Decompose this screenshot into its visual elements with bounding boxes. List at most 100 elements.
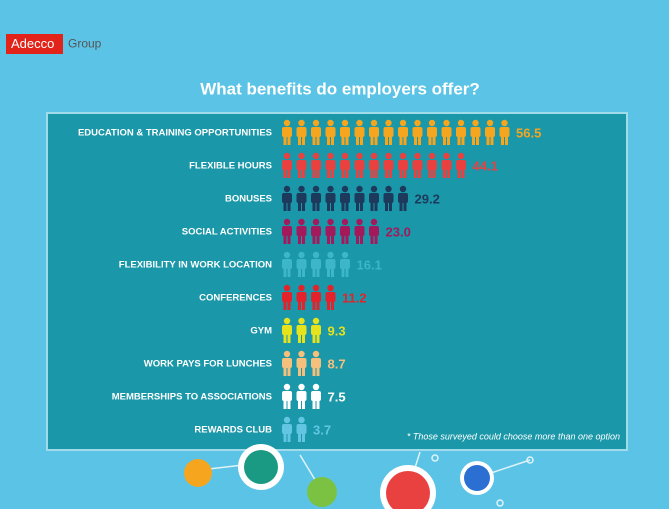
icon-head xyxy=(298,119,305,127)
icon-body xyxy=(369,226,379,236)
icon-head xyxy=(341,251,349,259)
value-label: 29.2 xyxy=(415,191,440,206)
icon-body xyxy=(296,127,307,137)
icon-leg xyxy=(403,169,407,178)
icon-head xyxy=(385,119,392,127)
icon-leg xyxy=(447,169,450,178)
icon-leg xyxy=(341,136,345,145)
icon-head xyxy=(370,119,378,127)
icon-leg xyxy=(287,367,291,376)
icon-leg xyxy=(447,136,450,145)
icon-body xyxy=(282,424,292,434)
icon-leg xyxy=(287,334,291,343)
icon-leg xyxy=(374,235,378,244)
icon-body xyxy=(282,226,292,236)
icon-leg xyxy=(341,202,345,211)
icon-leg xyxy=(287,400,291,409)
icon-leg xyxy=(414,136,417,145)
icon-row xyxy=(282,416,307,442)
icon-leg xyxy=(370,235,374,244)
chart-title: What benefits do employers offer? xyxy=(200,79,480,98)
icon-head xyxy=(428,119,436,127)
icon-leg xyxy=(316,169,320,178)
icon-body xyxy=(282,160,292,170)
icon-leg xyxy=(428,136,432,145)
icon-leg xyxy=(327,268,330,277)
icon-leg xyxy=(327,235,330,244)
category-label: REWARDS CLUB xyxy=(194,425,272,436)
icon-leg xyxy=(298,400,301,409)
icon-body xyxy=(412,127,423,137)
category-label: GYM xyxy=(250,326,272,337)
icon-row xyxy=(282,350,321,376)
icon-leg xyxy=(356,202,359,211)
icon-leg xyxy=(316,400,320,409)
icon-body xyxy=(311,391,321,401)
icon-head xyxy=(298,185,305,193)
icon-head xyxy=(356,218,363,226)
icon-body xyxy=(311,226,321,236)
icon-row xyxy=(282,152,466,178)
icon-leg xyxy=(331,268,334,277)
icon-head xyxy=(312,218,320,226)
icon-body xyxy=(311,127,321,137)
icon-leg xyxy=(298,301,301,310)
icon-leg xyxy=(283,202,287,211)
icon-leg xyxy=(356,169,359,178)
icon-leg xyxy=(316,136,320,145)
icon-leg xyxy=(418,136,421,145)
icon-head xyxy=(298,350,305,358)
icon-leg xyxy=(316,235,320,244)
icon-body xyxy=(398,193,408,203)
icon-leg xyxy=(331,136,334,145)
icon-leg xyxy=(457,136,461,145)
icon-leg xyxy=(287,268,291,277)
icon-leg xyxy=(316,301,320,310)
icon-leg xyxy=(327,202,330,211)
icon-leg xyxy=(370,136,374,145)
icon-leg xyxy=(360,169,363,178)
icon-row xyxy=(282,284,336,310)
icon-leg xyxy=(428,169,432,178)
icon-leg xyxy=(461,169,465,178)
icon-head xyxy=(356,185,363,193)
icon-leg xyxy=(287,202,291,211)
icon-leg xyxy=(486,136,490,145)
icon-leg xyxy=(298,367,301,376)
icon-leg xyxy=(432,136,436,145)
icon-head xyxy=(341,218,349,226)
value-label: 44.1 xyxy=(473,158,498,173)
icon-body xyxy=(354,160,365,170)
icon-body xyxy=(412,160,423,170)
icon-leg xyxy=(287,136,291,145)
icon-leg xyxy=(312,169,316,178)
category-label: CONFERENCES xyxy=(199,293,272,304)
icon-leg xyxy=(312,268,316,277)
icon-leg xyxy=(331,301,334,310)
icon-body xyxy=(398,160,408,170)
value-label: 16.1 xyxy=(357,257,382,272)
icon-head xyxy=(298,317,305,325)
icon-leg xyxy=(385,136,388,145)
icon-body xyxy=(325,127,336,137)
icon-leg xyxy=(283,136,287,145)
icon-head xyxy=(312,152,320,160)
icon-body xyxy=(354,226,365,236)
icon-leg xyxy=(298,202,301,211)
icon-head xyxy=(443,119,450,127)
icon-body xyxy=(325,259,336,269)
icon-leg xyxy=(356,136,359,145)
icon-head xyxy=(385,152,392,160)
icon-body xyxy=(282,358,292,368)
icon-leg xyxy=(385,169,388,178)
icon-leg xyxy=(302,169,305,178)
icon-leg xyxy=(490,136,494,145)
panel xyxy=(46,112,628,451)
icon-leg xyxy=(403,136,407,145)
icon-body xyxy=(296,259,307,269)
icon-leg xyxy=(283,400,287,409)
icon-leg xyxy=(345,202,349,211)
icon-leg xyxy=(457,169,461,178)
icon-leg xyxy=(312,136,316,145)
icon-head xyxy=(283,284,291,292)
